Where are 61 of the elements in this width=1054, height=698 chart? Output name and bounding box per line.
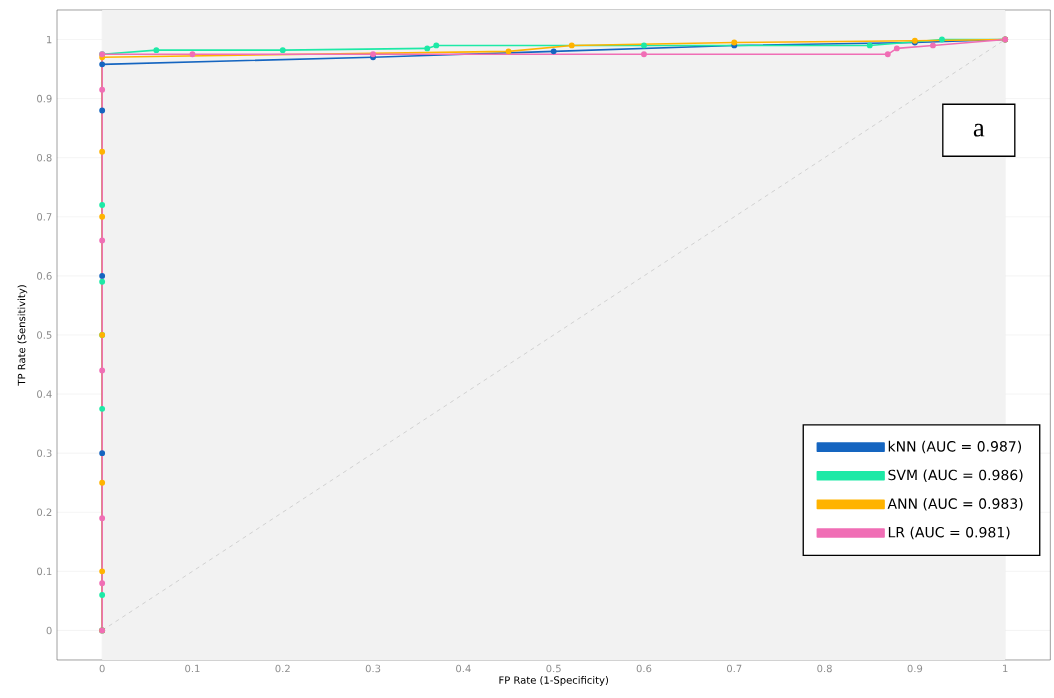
- y-tick-label: 0.5: [37, 331, 52, 339]
- point: [189, 51, 196, 58]
- point: [99, 580, 106, 587]
- x-axis-title: FP Rate (1-Specificity): [499, 676, 608, 686]
- point: [153, 47, 160, 54]
- point: [939, 36, 945, 43]
- point: [550, 48, 557, 55]
- point: [99, 202, 106, 208]
- y-tick-label: 1: [47, 35, 52, 44]
- x-tick-label: 0.5: [546, 664, 561, 673]
- point: [99, 148, 106, 155]
- x-tick-label: 0.9: [907, 664, 923, 673]
- x-tick-label: 0.1: [185, 664, 200, 673]
- annotation: a: [973, 123, 985, 137]
- point: [424, 45, 431, 52]
- x-tick-label: 0.2: [275, 664, 290, 673]
- point: [505, 48, 512, 55]
- point: [99, 405, 106, 412]
- point: [884, 51, 891, 58]
- point: [641, 42, 647, 49]
- y-tick-label: 0.9: [37, 94, 52, 103]
- point: [99, 515, 106, 522]
- point: [99, 568, 106, 575]
- point: [99, 450, 106, 457]
- point: [866, 42, 873, 49]
- x-tick-label: 0.3: [365, 664, 381, 673]
- point: [99, 367, 106, 374]
- point: [893, 45, 900, 52]
- x-tick-label: 0.8: [817, 664, 832, 673]
- y-tick-label: 0: [46, 626, 52, 635]
- x-tick-label: 0.4: [456, 664, 471, 673]
- y-tick-label: 0.3: [37, 449, 52, 457]
- x-tick-label: 1: [1003, 664, 1008, 672]
- point: [99, 592, 106, 598]
- y-tick-label: 0.2: [37, 508, 52, 517]
- point: [99, 107, 106, 114]
- point: [930, 42, 936, 49]
- point: [433, 42, 440, 49]
- point: [99, 237, 106, 244]
- point: [99, 278, 106, 285]
- y-tick-label: 0.4: [37, 390, 52, 398]
- y-tick-label: 0.1: [37, 567, 52, 576]
- point: [568, 42, 575, 49]
- point: [641, 51, 647, 58]
- legend-label: LR (AUC = 0.981): [888, 526, 1010, 540]
- legend-label: SVM (AUC = 0.986): [888, 469, 1023, 482]
- point: [99, 61, 106, 68]
- point: [99, 479, 106, 486]
- point: [99, 213, 106, 220]
- y-axis-title: TP Rate (Sensitivity): [17, 285, 28, 386]
- legend-label: kNN (AUC = 0.987): [888, 440, 1022, 454]
- x-tick-label: 0.6: [636, 664, 652, 673]
- y-tick-label: 0.7: [37, 213, 52, 221]
- point: [99, 86, 106, 93]
- y-tick-label: 0.8: [37, 153, 52, 162]
- point: [99, 272, 106, 279]
- y-tick-label: 0.6: [37, 272, 52, 280]
- x-tick-label: 0: [99, 664, 105, 673]
- point: [279, 47, 286, 54]
- x-tick-label: 0.7: [726, 664, 742, 673]
- legend-label: ANN (AUC = 0.983): [887, 498, 1023, 511]
